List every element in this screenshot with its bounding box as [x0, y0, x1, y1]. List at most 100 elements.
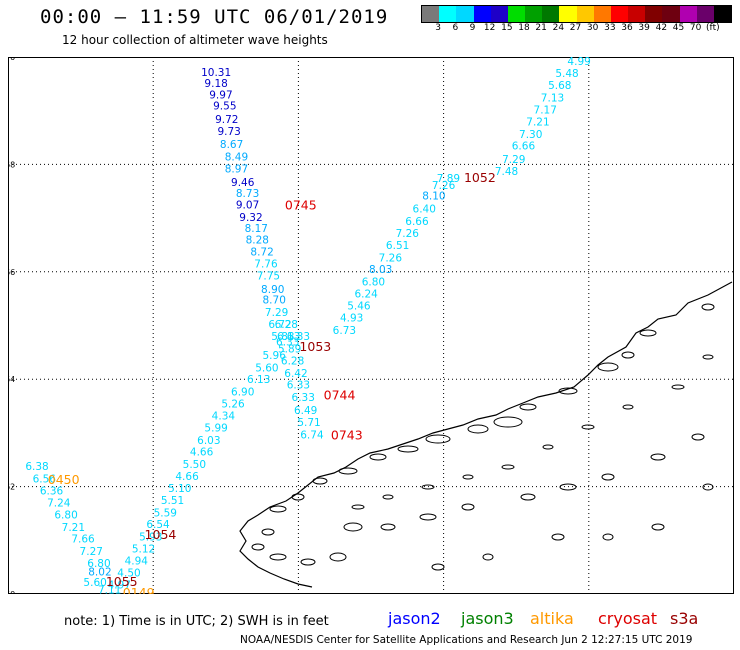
wave-height-label: 4.50 [117, 568, 140, 580]
island-outline [300, 558, 316, 566]
island-outline [343, 522, 363, 532]
color-scale-bar [421, 5, 732, 23]
wave-height-label: 7.24 [47, 498, 71, 510]
island-outline [261, 528, 275, 536]
wave-height-label: 7.17 [534, 105, 557, 117]
wave-height-label: 6.74 [300, 430, 324, 442]
wave-height-label: 6.49 [294, 405, 317, 417]
island-outline [493, 416, 523, 428]
island-outline [380, 523, 396, 531]
wave-height-label: 6.13 [277, 331, 300, 343]
pass-time-label: 1054 [145, 527, 177, 542]
island-outline [269, 553, 287, 561]
wave-height-label: 6.33 [287, 331, 310, 343]
wave-height-label: 6.90 [231, 387, 254, 399]
scale-label: 15 [501, 23, 513, 33]
chart-subtitle: 12 hour collection of altimeter wave hei… [62, 33, 328, 47]
wave-height-label: 6.36 [40, 485, 64, 497]
wave-height-label: 7.21 [62, 522, 85, 534]
island-outline [462, 474, 474, 480]
wave-height-label: 5.48 [555, 68, 578, 80]
wave-height-label: 7.26 [379, 252, 403, 264]
wave-height-label: 10.31 [201, 67, 231, 79]
wave-height-label: 5.96 [263, 350, 287, 362]
scale-swatch [507, 6, 526, 22]
scale-label: 70 [689, 23, 702, 33]
wave-height-label: 6.72 [268, 319, 291, 331]
wave-height-label: 6.80 [362, 276, 385, 288]
scale-label: 33 [604, 23, 616, 33]
wave-height-label: 6.24 [354, 288, 378, 300]
island-outline [671, 384, 685, 390]
scale-swatch [576, 6, 594, 22]
scale-swatch [628, 6, 646, 22]
data-labels: 10.319.189.979.55 9.729.738.678.498.979.4… [25, 57, 590, 594]
scale-swatch [525, 6, 543, 22]
island-outline [559, 483, 577, 491]
scale-label: 12 [483, 23, 496, 33]
wave-height-label: 5.83 [271, 331, 294, 343]
scale-swatch [713, 6, 732, 22]
island-outline [329, 552, 347, 562]
island-outline [382, 494, 394, 500]
scale-swatch [490, 6, 508, 22]
scale-label: 21 [535, 23, 547, 33]
scale-swatch [593, 6, 611, 22]
wave-height-label: 7.48 [495, 166, 518, 178]
island-outline [702, 483, 714, 491]
wave-height-label: 5.46 [347, 301, 371, 313]
wave-height-label: 4.99 [567, 57, 590, 68]
island-outline [291, 493, 305, 501]
wave-height-label: 5.59 [154, 507, 177, 519]
island-outline [551, 533, 565, 541]
wave-height-label: 7.89 [437, 173, 460, 185]
wave-height-label: 6.38 [25, 461, 48, 473]
legend-item-jason2: jason2 [388, 609, 441, 628]
wave-height-label: 7.29 [265, 307, 288, 319]
island-outline [701, 303, 715, 311]
wave-height-label: 9.55 [213, 100, 236, 112]
island-outline [650, 453, 666, 461]
wave-height-label: 5.99 [204, 423, 227, 435]
y-tick-label: 66 [8, 268, 15, 277]
wave-height-label: 8.10 [422, 191, 445, 203]
island-outline [431, 563, 445, 571]
y-tick-label: 64 [8, 375, 15, 384]
island-outline [467, 424, 489, 434]
footnote: note: 1) Time is in UTC; 2) SWH is in fe… [64, 614, 329, 629]
wave-height-label: 9.18 [204, 78, 227, 90]
legend-item-cryosat: cryosat [598, 609, 658, 628]
scale-label: 18 [518, 23, 530, 33]
wave-height-label: 4.97 [108, 579, 131, 591]
scale-swatch [696, 6, 714, 22]
wave-height-label: 7.26 [432, 180, 456, 192]
island-outline [421, 484, 435, 490]
wave-height-label: 6.33 [292, 392, 315, 404]
island-outline [602, 533, 614, 541]
wave-height-label: 7.26 [396, 228, 420, 240]
wave-height-label: 5.68 [548, 80, 571, 92]
wave-height-label: 7.66 [71, 534, 95, 546]
scale-label: 9 [469, 23, 476, 33]
wave-height-label: 4.66 [190, 447, 214, 459]
wave-height-label: 7.11 [98, 585, 121, 594]
wave-height-label: 7.27 [80, 546, 103, 558]
pass-time-label: 1053 [299, 339, 331, 354]
wave-height-label: 4.66 [175, 471, 199, 483]
scale-label: 6 [452, 23, 459, 33]
pass-time-label: 0450 [48, 472, 80, 487]
island-outline [622, 404, 634, 410]
wave-height-label: 6.33 [276, 337, 299, 349]
wave-height-label: 5.10 [168, 483, 191, 495]
island-outline [425, 434, 451, 444]
pass-time-label: 0149 [123, 585, 155, 594]
wave-height-label: 8.97 [225, 164, 248, 176]
wave-height-label: 6.56 [33, 474, 57, 486]
scale-label: 36 [621, 23, 633, 33]
wave-height-label: 6.54 [146, 519, 170, 531]
scale-swatch [473, 6, 491, 22]
wave-height-label: 4.93 [340, 312, 363, 324]
island-outline [597, 362, 619, 372]
island-outline [269, 505, 287, 513]
wave-height-label: 7.21 [526, 116, 549, 128]
